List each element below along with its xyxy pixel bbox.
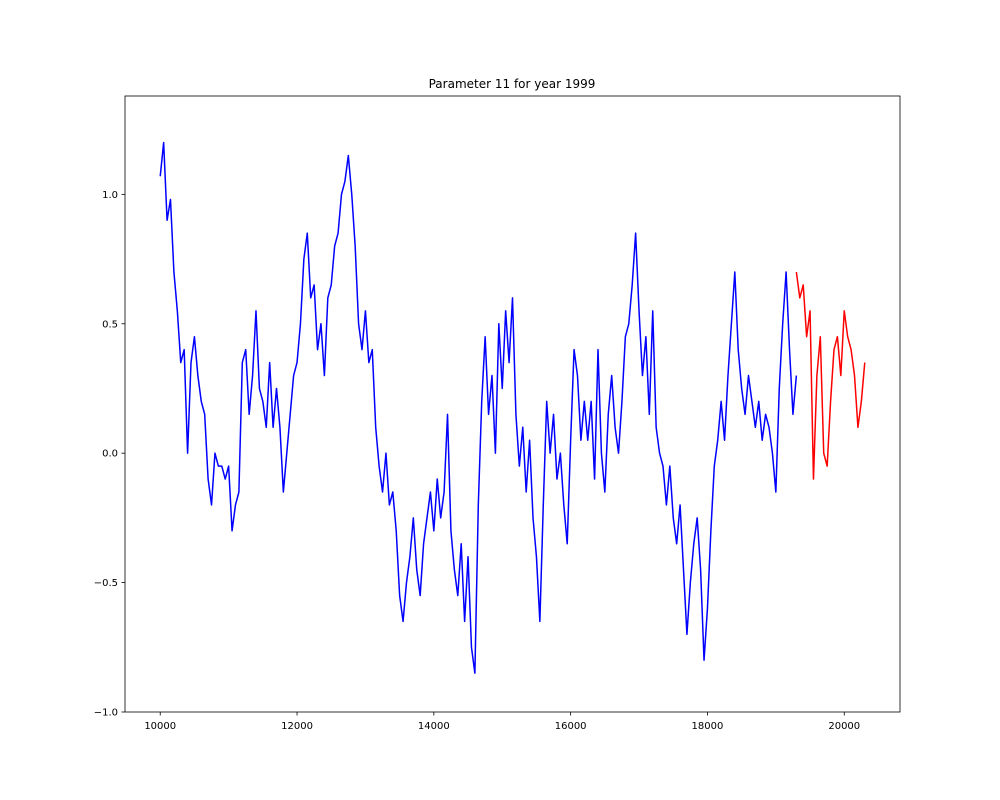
x-tick-label: 20000 <box>828 721 860 732</box>
y-tick-label: 0.0 <box>102 449 118 460</box>
x-tick-label: 14000 <box>418 721 450 732</box>
y-tick-label: 0.5 <box>102 319 118 330</box>
x-tick-label: 12000 <box>281 721 313 732</box>
y-tick-label: −1.0 <box>94 708 118 719</box>
data-line <box>795 271 866 480</box>
x-tick-label: 18000 <box>692 721 724 732</box>
y-tick-label: 1.0 <box>102 190 118 201</box>
data-line <box>159 141 798 674</box>
plot-frame <box>124 95 901 713</box>
chart-title: Parameter 11 for year 1999 <box>429 77 596 91</box>
x-tick-label: 16000 <box>555 721 587 732</box>
x-tick-label: 10000 <box>144 721 176 732</box>
y-tick-label: −0.5 <box>94 578 118 589</box>
